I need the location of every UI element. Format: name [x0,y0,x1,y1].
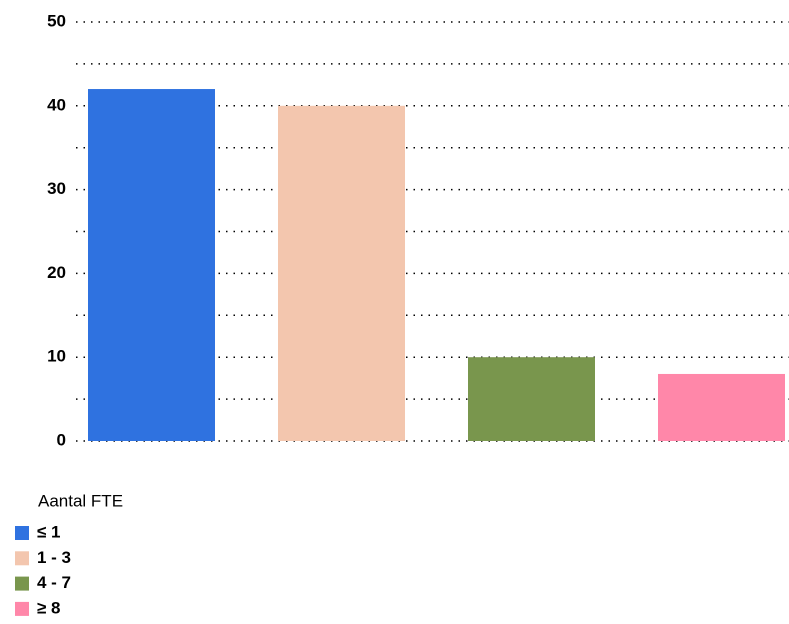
legend-label: 1 - 3 [37,548,71,567]
bar [658,373,785,441]
y-tick-label: 10 [47,347,66,366]
legend-swatch [15,576,29,591]
legend-swatch [15,551,29,566]
y-tick-label: 20 [47,263,66,282]
legend-label: ≥ 8 [37,598,61,617]
legend-label: ≤ 1 [37,522,61,541]
legend-swatch [15,526,29,540]
y-tick-label: 50 [47,11,66,30]
y-tick-label: 0 [57,430,66,449]
legend-title: Aantal FTE [38,491,123,510]
y-tick-label: 40 [47,95,66,114]
legend-swatch [15,601,29,616]
bar [468,357,595,441]
legend-label: 4 - 7 [37,573,71,592]
bar [278,105,405,442]
bar [88,89,215,441]
y-tick-label: 30 [47,179,66,198]
